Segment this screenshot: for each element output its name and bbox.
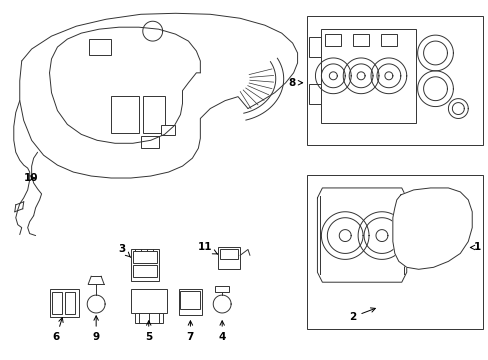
Bar: [306, 175, 482, 329]
Bar: [352, 34, 368, 46]
Bar: [131, 289, 166, 313]
Bar: [218, 247, 240, 269]
Bar: [89, 39, 111, 55]
Bar: [141, 136, 158, 148]
Bar: [49, 289, 79, 317]
Bar: [135, 313, 163, 323]
Text: 3: 3: [119, 244, 130, 257]
Bar: [325, 34, 341, 46]
Bar: [161, 125, 174, 135]
Bar: [309, 37, 321, 57]
Bar: [220, 249, 238, 260]
Bar: [180, 291, 200, 309]
Text: 5: 5: [145, 321, 152, 342]
Bar: [111, 96, 139, 133]
Polygon shape: [392, 188, 471, 269]
Bar: [133, 265, 156, 277]
Bar: [178, 289, 202, 315]
Bar: [215, 286, 229, 292]
Text: 6: 6: [53, 318, 63, 342]
Text: 1: 1: [469, 243, 481, 252]
Bar: [321, 29, 415, 123]
Bar: [65, 292, 75, 314]
Text: 8: 8: [288, 78, 302, 88]
Text: 9: 9: [92, 316, 100, 342]
Text: 2: 2: [348, 308, 375, 322]
Bar: [52, 292, 62, 314]
Bar: [309, 84, 321, 104]
Text: 10: 10: [24, 173, 38, 183]
Bar: [131, 249, 158, 281]
Bar: [380, 34, 396, 46]
Text: 7: 7: [186, 321, 194, 342]
Bar: [306, 16, 482, 145]
Bar: [142, 96, 164, 133]
Text: 4: 4: [218, 321, 225, 342]
Text: 11: 11: [197, 243, 217, 254]
Bar: [133, 251, 156, 264]
